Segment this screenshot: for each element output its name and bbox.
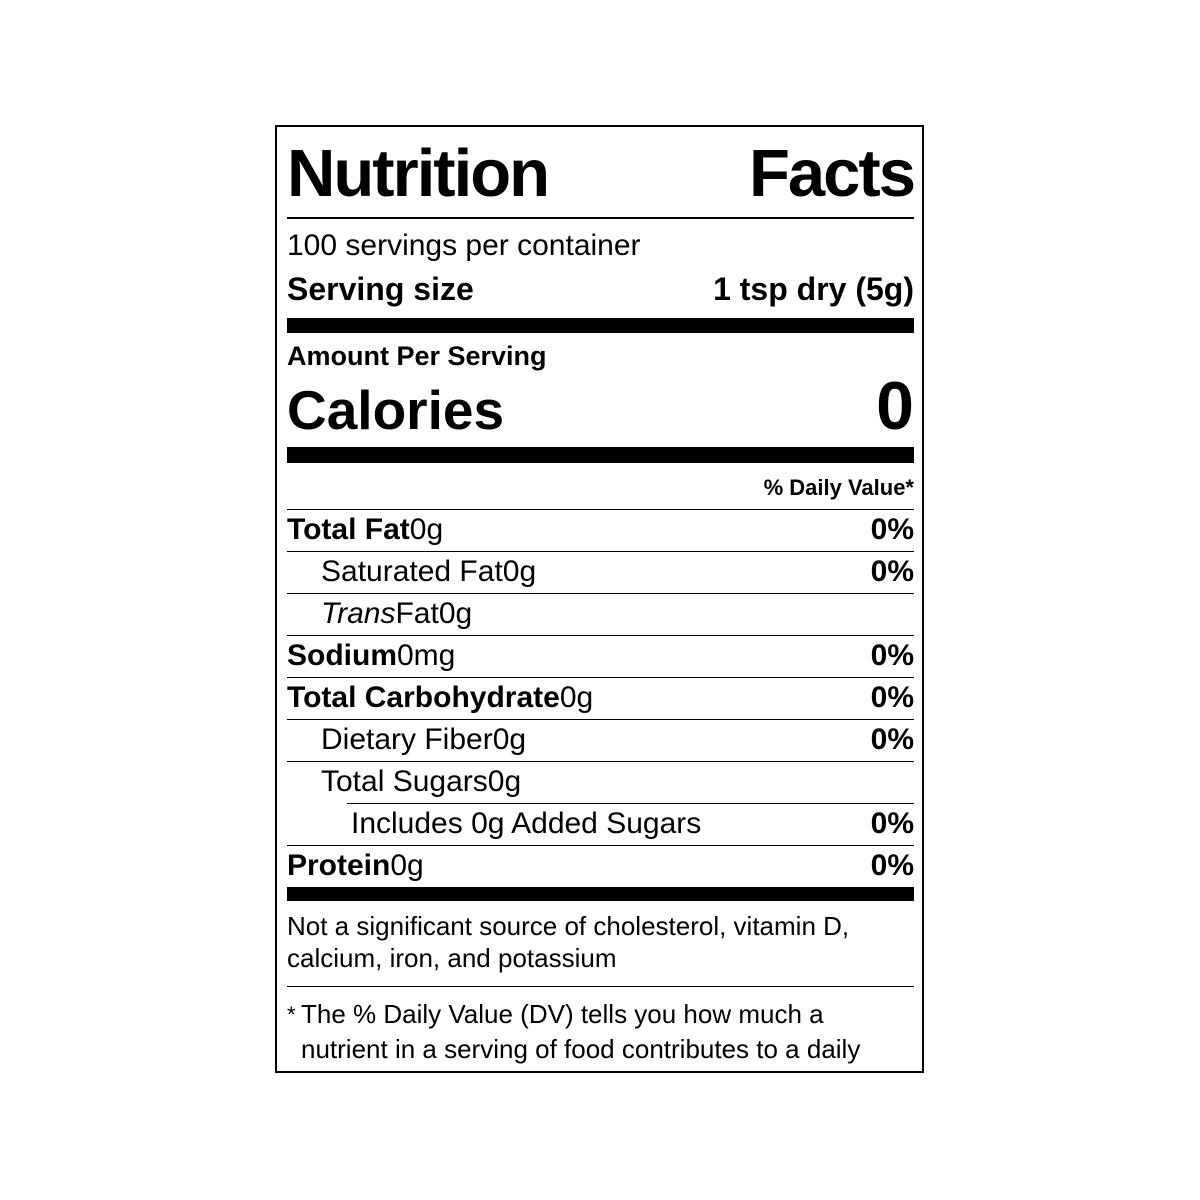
calories-label: Calories bbox=[287, 379, 505, 442]
nutrient-dv: 0% bbox=[870, 681, 914, 715]
nutrient-dv: 0% bbox=[870, 723, 914, 757]
nutrient-row-saturated-fat: Saturated Fat 0g 0% bbox=[287, 550, 914, 593]
nutrient-name: Sodium bbox=[287, 639, 397, 673]
nutrient-dv: 0% bbox=[870, 513, 914, 547]
nutrition-facts-label: Nutrition Facts 100 servings per contain… bbox=[275, 125, 924, 1073]
nutrient-name: Total Fat bbox=[287, 513, 410, 547]
footnote-divider bbox=[287, 986, 914, 988]
nutrient-row-total-fat: Total Fat 0g 0% bbox=[287, 508, 914, 551]
nutrient-name: Protein bbox=[287, 849, 391, 883]
nutrient-row-trans-fat: Trans Fat 0g bbox=[287, 592, 914, 635]
nutrient-amount: 0g bbox=[559, 681, 594, 715]
thick-bar-middle bbox=[287, 446, 914, 463]
not-significant-note: Not a significant source of cholesterol,… bbox=[287, 910, 850, 973]
title-divider bbox=[287, 217, 914, 220]
nutrient-name: Saturated Fat bbox=[321, 555, 503, 589]
serving-size-value: 1 tsp dry (5g) bbox=[713, 271, 914, 308]
serving-size-row: Serving size 1 tsp dry (5g) bbox=[287, 267, 914, 318]
nutrient-name: Dietary Fiber bbox=[321, 723, 493, 757]
servings-per-container: 100 servings per container bbox=[287, 229, 641, 263]
amount-per-serving-label: Amount Per Serving bbox=[287, 341, 547, 372]
nutrient-dv: 0% bbox=[870, 555, 914, 589]
nutrient-dv: 0% bbox=[870, 807, 914, 841]
nutrient-name: Total Carbohydrate bbox=[287, 681, 560, 715]
nutrient-amount: 0g bbox=[487, 765, 522, 799]
nutrient-amount: 0g bbox=[502, 555, 537, 589]
nutrient-amount: 0g bbox=[438, 597, 473, 631]
nutrient-amount: 0g bbox=[492, 723, 527, 757]
nutrient-dv: 0% bbox=[870, 849, 914, 883]
title-word-facts: Facts bbox=[748, 136, 916, 211]
nutrient-amount: 0mg bbox=[397, 639, 456, 673]
nutrient-name: Fat bbox=[395, 597, 439, 631]
label-title: Nutrition Facts bbox=[287, 136, 916, 217]
nutrient-amount: 0g bbox=[409, 513, 444, 547]
thick-bar-bottom bbox=[287, 886, 914, 901]
nutrient-name-italic: Trans bbox=[321, 597, 396, 631]
nutrient-row-dietary-fiber: Dietary Fiber 0g 0% bbox=[287, 718, 914, 761]
calories-row: Calories 0 bbox=[287, 372, 914, 447]
nutrient-row-total-sugars: Total Sugars 0g bbox=[287, 760, 914, 803]
nutrient-dv: 0% bbox=[870, 639, 914, 673]
daily-value-footnote: * The % Daily Value (DV) tells you how m… bbox=[287, 987, 902, 1071]
nutrient-name: Includes 0g Added Sugars bbox=[351, 807, 702, 841]
calories-value: 0 bbox=[876, 368, 914, 445]
nutrient-name: Total Sugars bbox=[321, 765, 488, 799]
nutrient-row-sodium: Sodium 0mg 0% bbox=[287, 634, 914, 677]
serving-size-label: Serving size bbox=[287, 271, 474, 308]
nutrient-row-protein: Protein 0g 0% bbox=[287, 844, 914, 887]
nutrient-row-added-sugars: Includes 0g Added Sugars 0% bbox=[347, 802, 914, 845]
daily-value-header: % Daily Value* bbox=[763, 474, 914, 500]
thick-bar-top bbox=[287, 318, 914, 334]
nutrient-row-total-carbohydrate: Total Carbohydrate 0g 0% bbox=[287, 676, 914, 719]
title-word-nutrition: Nutrition bbox=[287, 136, 550, 211]
nutrient-amount: 0g bbox=[390, 849, 424, 883]
footnote-text: The % Daily Value (DV) tells you how muc… bbox=[301, 999, 861, 1071]
footnote-asterisk: * bbox=[287, 1002, 296, 1028]
